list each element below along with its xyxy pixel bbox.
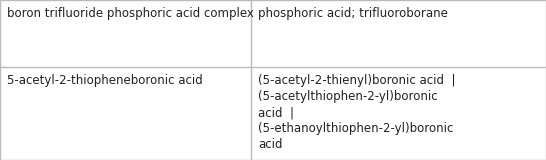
Text: boron trifluoride phosphoric acid complex: boron trifluoride phosphoric acid comple…	[7, 7, 254, 20]
Text: 5-acetyl-2-thiopheneboronic acid: 5-acetyl-2-thiopheneboronic acid	[7, 74, 203, 87]
Text: (5-acetyl-2-thienyl)boronic acid  |
(5-acetylthiophen-2-yl)boronic
acid  |
(5-et: (5-acetyl-2-thienyl)boronic acid | (5-ac…	[258, 74, 456, 151]
Text: phosphoric acid; trifluoroborane: phosphoric acid; trifluoroborane	[258, 7, 448, 20]
